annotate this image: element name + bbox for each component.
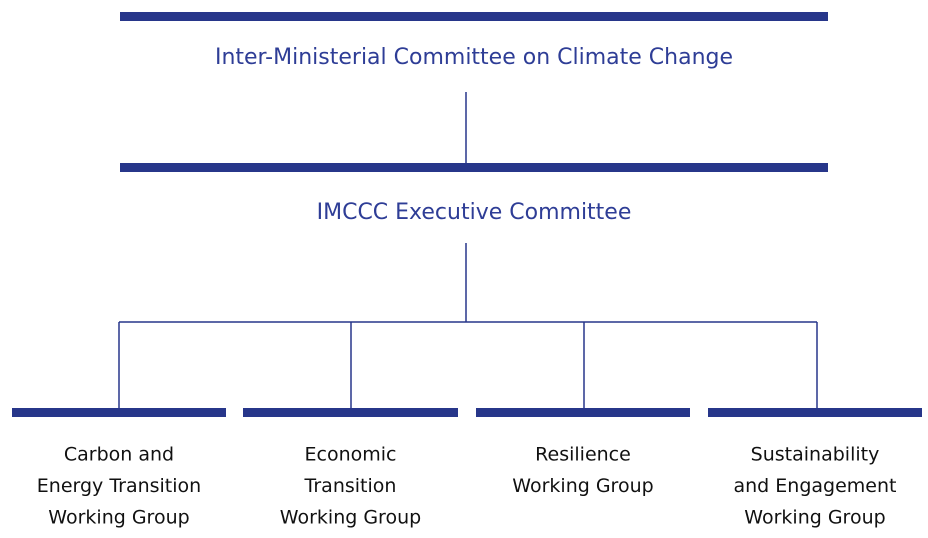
- header-bar: [120, 163, 828, 172]
- group-label: Economic: [305, 444, 397, 466]
- group-bar: [708, 408, 922, 417]
- group-label: and Engagement: [734, 475, 897, 497]
- group-label: Working Group: [48, 507, 189, 529]
- group-label: Working Group: [744, 507, 885, 529]
- top-label: Inter-Ministerial Committee on Climate C…: [215, 45, 733, 70]
- group-label: Transition: [304, 475, 397, 497]
- group-label: Resilience: [535, 444, 631, 466]
- group-label: Carbon and: [64, 444, 174, 466]
- group-bar: [243, 408, 458, 417]
- group-label: Sustainability: [751, 444, 880, 466]
- header-bar: [120, 12, 828, 21]
- group-bar: [12, 408, 226, 417]
- executive-label: IMCCC Executive Committee: [317, 200, 632, 225]
- group-label: Energy Transition: [37, 475, 201, 497]
- group-bar: [476, 408, 690, 417]
- group-label: Working Group: [512, 475, 653, 497]
- group-label: Working Group: [280, 507, 421, 529]
